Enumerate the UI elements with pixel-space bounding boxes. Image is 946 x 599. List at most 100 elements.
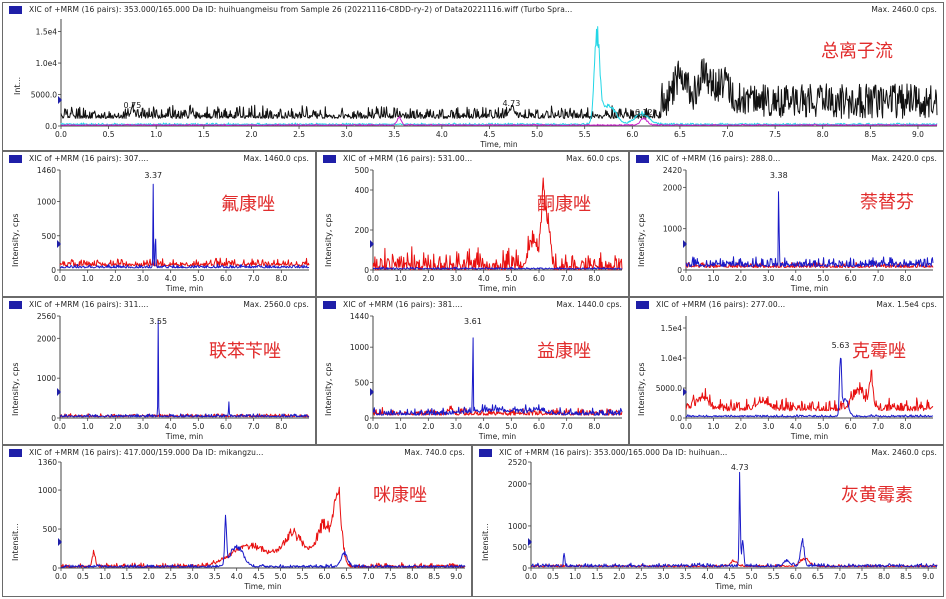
y-tick-label: 1000 bbox=[37, 374, 56, 383]
panel-fluconazole: XIC of +MRM (16 pairs): 307.... Max. 1460… bbox=[2, 151, 316, 297]
panel-title: XIC of +MRM (16 pairs): 277.00... bbox=[656, 300, 786, 309]
x-tick-label: 3.0 bbox=[657, 572, 669, 581]
y-tick-label: 0 bbox=[677, 266, 682, 275]
threshold-marker-icon bbox=[58, 538, 62, 546]
x-tick-label: 6.0 bbox=[220, 422, 232, 431]
x-tick-label: 6.0 bbox=[533, 422, 545, 431]
x-tick-label: 2.0 bbox=[735, 274, 747, 283]
x-tick-label: 1.5 bbox=[121, 572, 133, 581]
compound-name-fluconazole: 氟康唑 bbox=[221, 194, 275, 215]
x-tick-label: 1.0 bbox=[82, 422, 94, 431]
y-tick-label: 2520 bbox=[508, 458, 527, 467]
panel-title: XIC of +MRM (16 pairs): 307.... bbox=[29, 154, 149, 163]
y-tick-label: 5000.0 bbox=[656, 384, 682, 393]
x-tick-label: 7.0 bbox=[722, 130, 734, 139]
y-tick-label: 2000 bbox=[508, 480, 527, 489]
panel-header: XIC of +MRM (16 pairs): 417.000/159.000 … bbox=[3, 446, 471, 460]
x-tick-label: 8.5 bbox=[864, 130, 876, 139]
x-tick-label: 3.0 bbox=[137, 422, 149, 431]
x-tick-label: 2.5 bbox=[293, 130, 305, 139]
trace-cyan bbox=[60, 26, 938, 126]
panel-header: XIC of +MRM (16 pairs): 288.0... Max. 242… bbox=[630, 152, 943, 166]
x-tick-label: 5.0 bbox=[505, 274, 517, 283]
panel-max-intensity: Max. 740.0 cps. bbox=[404, 448, 465, 457]
threshold-marker-icon bbox=[370, 388, 374, 396]
peak-label: 5.63 bbox=[832, 341, 850, 350]
x-tick-label: 0.0 bbox=[55, 572, 67, 581]
panel-header: XIC of +MRM (16 pairs): 307.... Max. 1460… bbox=[3, 152, 315, 166]
y-tick-label: 2000 bbox=[37, 334, 56, 343]
trace-marker-icon bbox=[9, 301, 22, 309]
trace-marker-icon bbox=[9, 6, 22, 14]
panel-max-intensity: Max. 1440.0 cps. bbox=[556, 300, 622, 309]
x-tick-label: 0.0 bbox=[54, 274, 66, 283]
x-axis-label: Time, min bbox=[478, 284, 517, 293]
x-tick-label: 4.0 bbox=[702, 572, 714, 581]
x-tick-label: 1.0 bbox=[707, 274, 719, 283]
y-tick-label: 500 bbox=[43, 525, 58, 534]
x-tick-label: 4.5 bbox=[253, 572, 265, 581]
x-tick-label: 5.5 bbox=[297, 572, 309, 581]
y-tick-label: 1.0e4 bbox=[36, 59, 58, 68]
x-tick-label: 9.0 bbox=[450, 572, 462, 581]
x-tick-label: 0.0 bbox=[54, 422, 66, 431]
x-tick-label: 5.0 bbox=[531, 130, 543, 139]
trace-marker-icon bbox=[479, 449, 492, 457]
panel-max-intensity: Max. 2560.0 cps. bbox=[243, 300, 309, 309]
threshold-marker-icon bbox=[57, 240, 61, 248]
x-tick-label: 2.0 bbox=[109, 274, 121, 283]
x-tick-label: 0.0 bbox=[367, 422, 379, 431]
trace-marker-icon bbox=[9, 155, 22, 163]
x-tick-label: 3.0 bbox=[762, 422, 774, 431]
trace-marker-icon bbox=[9, 449, 22, 457]
chromatogram-plot: 0.0 1.0 2.0 3.0 4.0 5.0 6.0 7.0 8.0 Time, min 0 500… bbox=[37, 166, 310, 293]
x-axis-label: Time, min bbox=[790, 284, 829, 293]
panel-econazole: XIC of +MRM (16 pairs): 381.... Max. 1440… bbox=[316, 297, 629, 445]
y-tick-label: 0 bbox=[51, 266, 56, 275]
panel-header: XIC of +MRM (16 pairs): 277.00... Max. 1.… bbox=[630, 298, 943, 312]
x-tick-label: 0.0 bbox=[55, 130, 67, 139]
x-tick-label: 8.0 bbox=[900, 274, 912, 283]
x-tick-label: 6.0 bbox=[220, 274, 232, 283]
x-tick-label: 3.0 bbox=[187, 572, 199, 581]
panel-title: XIC of +MRM (16 pairs): 531.00... bbox=[343, 154, 473, 163]
x-tick-label: 4.0 bbox=[790, 422, 802, 431]
x-tick-label: 7.0 bbox=[872, 422, 884, 431]
trace-red bbox=[372, 177, 623, 271]
x-tick-label: 7.5 bbox=[856, 572, 868, 581]
y-tick-label: 1000 bbox=[508, 522, 527, 531]
x-tick-label: 4.0 bbox=[478, 274, 490, 283]
compound-name-bifonazole: 联苯苄唑 bbox=[209, 341, 281, 362]
x-tick-label: 8.5 bbox=[900, 572, 912, 581]
y-tick-label: 500 bbox=[355, 166, 370, 175]
threshold-marker-icon bbox=[370, 240, 374, 248]
trace-blue bbox=[372, 337, 623, 416]
x-tick-label: 5.0 bbox=[505, 422, 517, 431]
panel-title: XIC of +MRM (16 pairs): 353.000/165.000 … bbox=[29, 5, 573, 14]
x-tick-label: 8.0 bbox=[275, 274, 287, 283]
x-tick-label: 4.5 bbox=[484, 130, 496, 139]
x-axis-label: Time, min bbox=[714, 582, 753, 591]
panel-naftifine: XIC of +MRM (16 pairs): 288.0... Max. 242… bbox=[629, 151, 944, 297]
x-tick-label: 7.0 bbox=[834, 572, 846, 581]
x-tick-label: 7.0 bbox=[248, 422, 260, 431]
peak-label: 3.55 bbox=[149, 317, 167, 326]
x-tick-label: 2.0 bbox=[143, 572, 155, 581]
y-tick-label: 0 bbox=[51, 414, 56, 423]
x-tick-label: 3.0 bbox=[137, 274, 149, 283]
x-tick-label: 5.0 bbox=[746, 572, 758, 581]
x-tick-label: 7.0 bbox=[561, 274, 573, 283]
x-tick-label: 5.0 bbox=[192, 422, 204, 431]
trace-marker-icon bbox=[323, 155, 336, 163]
panel-ketoconazole: XIC of +MRM (16 pairs): 531.00... Max. 60… bbox=[316, 151, 629, 297]
x-tick-label: 4.0 bbox=[436, 130, 448, 139]
x-tick-label: 8.0 bbox=[878, 572, 890, 581]
x-tick-label: 5.5 bbox=[579, 130, 591, 139]
panel-title: XIC of +MRM (16 pairs): 288.0... bbox=[656, 154, 781, 163]
y-tick-label: 5000.0 bbox=[31, 91, 57, 100]
x-tick-label: 2.0 bbox=[245, 130, 257, 139]
panel-header: XIC of +MRM (16 pairs): 531.00... Max. 60… bbox=[317, 152, 628, 166]
compound-name-naftifine: 萘替芬 bbox=[860, 192, 914, 213]
x-tick-label: 1.5 bbox=[198, 130, 210, 139]
x-axis-label: Time, min bbox=[165, 432, 204, 441]
